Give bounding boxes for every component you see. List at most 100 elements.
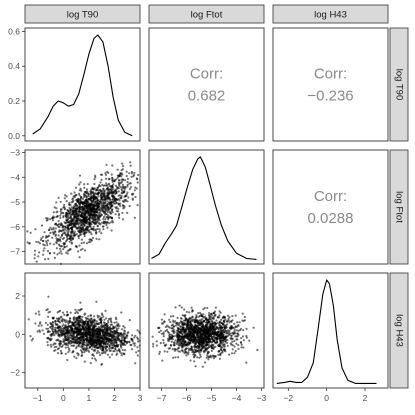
scatter-point	[119, 332, 122, 336]
scatter-point	[63, 228, 66, 231]
y-tick-label: 0.0	[8, 131, 20, 141]
scatter-point	[133, 344, 136, 347]
scatter-point	[75, 345, 78, 348]
scatter-point	[206, 340, 209, 344]
scatter-point	[115, 330, 118, 334]
scatter-point	[170, 333, 173, 336]
scatter-point	[76, 318, 80, 321]
scatter-point	[112, 337, 116, 340]
scatter-point	[88, 329, 91, 332]
scatter-point	[80, 195, 83, 199]
scatter-point	[99, 181, 102, 184]
scatter-point	[119, 204, 122, 208]
scatter-point	[103, 204, 106, 207]
scatter-point	[235, 342, 238, 345]
scatter-point	[64, 225, 67, 228]
scatter-point	[93, 208, 96, 211]
scatter-point	[201, 334, 205, 337]
scatter-point	[178, 342, 181, 345]
scatter-point	[87, 315, 90, 318]
scatter-point	[53, 251, 56, 255]
scatter-point	[49, 231, 52, 235]
scatter-point	[74, 213, 77, 216]
scatter-point	[53, 206, 56, 209]
scatter-point	[94, 333, 97, 336]
scatter-point	[106, 342, 109, 345]
scatter-point	[103, 195, 106, 198]
scatter-point	[163, 313, 166, 316]
scatter-point	[231, 340, 234, 343]
scatter-point	[136, 354, 139, 357]
scatter-point	[57, 331, 60, 334]
scatter-point	[169, 337, 173, 340]
scatter-point	[88, 218, 91, 221]
y-tick-label: −4	[10, 172, 20, 182]
scatter-point	[105, 184, 108, 187]
scatter-point	[203, 315, 207, 318]
scatter-point	[162, 339, 165, 342]
scatter-point	[95, 341, 99, 344]
scatter-point	[83, 350, 86, 354]
scatter-point	[34, 312, 38, 315]
scatter-point	[60, 229, 63, 232]
scatter-point	[215, 333, 219, 336]
row-strip-label: log H43	[393, 314, 404, 347]
scatter-point	[108, 177, 111, 180]
scatter-point	[112, 334, 115, 337]
scatter-point	[98, 228, 101, 231]
scatter-point	[164, 325, 167, 329]
scatter-point	[61, 320, 64, 323]
scatter-point	[100, 173, 104, 176]
scatter-point	[51, 216, 54, 220]
scatter-point	[87, 344, 90, 347]
scatter-point	[48, 252, 52, 255]
scatter-point	[81, 197, 84, 200]
scatter-point	[85, 216, 88, 219]
y-tick-label: −2	[10, 368, 20, 378]
scatter-point	[198, 338, 201, 341]
scatter-point	[232, 326, 235, 329]
scatter-point	[199, 348, 202, 351]
scatter-point	[242, 339, 245, 342]
scatter-point	[28, 242, 31, 245]
scatter-point	[99, 198, 102, 201]
scatter-point	[86, 215, 89, 218]
scatter-point	[95, 237, 98, 240]
scatter-point	[88, 350, 91, 353]
scatter-point	[224, 336, 228, 339]
scatter-point	[231, 337, 234, 340]
scatter-point	[241, 335, 244, 338]
scatter-point	[201, 342, 205, 345]
scatter-point	[117, 202, 120, 205]
scatter-point	[211, 331, 214, 335]
scatter-point	[33, 249, 37, 252]
scatter-point	[183, 335, 186, 338]
scatter-point	[193, 334, 196, 337]
scatter-point	[83, 210, 87, 213]
column-strip-label: log H43	[314, 10, 347, 21]
scatter-point	[179, 321, 182, 324]
scatter-point	[201, 318, 204, 321]
scatter-point	[81, 207, 84, 211]
scatter-point	[185, 354, 188, 357]
scatter-point	[49, 242, 52, 245]
scatter-point	[91, 334, 94, 338]
scatter-point	[88, 198, 91, 201]
scatter-point	[36, 330, 39, 333]
scatter-point	[77, 352, 80, 356]
scatter-point	[46, 218, 49, 221]
scatter-point	[45, 327, 48, 330]
scatter-point	[214, 314, 217, 317]
scatter-point	[197, 345, 200, 348]
scatter-point	[83, 186, 86, 189]
scatter-point	[46, 244, 49, 247]
scatter-point	[98, 339, 101, 342]
scatter-point	[169, 320, 172, 324]
scatter-point	[233, 330, 236, 333]
scatter-point	[77, 212, 80, 215]
scatter-point	[64, 336, 67, 339]
scatter-point	[172, 356, 175, 359]
scatter-point	[174, 306, 177, 309]
scatter-point	[69, 317, 72, 320]
scatter-point	[117, 338, 120, 341]
